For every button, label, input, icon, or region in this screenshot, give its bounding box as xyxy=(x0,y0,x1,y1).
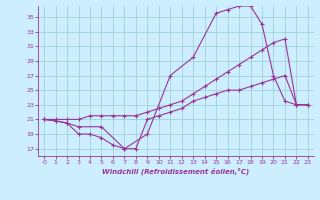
X-axis label: Windchill (Refroidissement éolien,°C): Windchill (Refroidissement éolien,°C) xyxy=(102,168,250,175)
